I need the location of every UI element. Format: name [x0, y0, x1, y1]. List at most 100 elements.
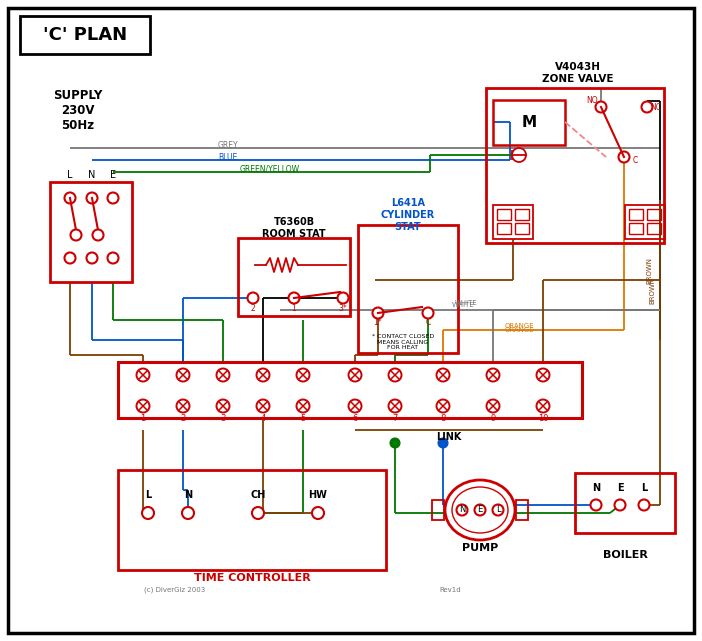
- Circle shape: [423, 308, 434, 319]
- Text: L: L: [145, 490, 151, 500]
- Circle shape: [136, 399, 150, 413]
- Circle shape: [388, 399, 402, 413]
- Circle shape: [536, 399, 550, 413]
- Bar: [629, 209, 643, 220]
- Text: E: E: [110, 170, 116, 180]
- Text: NC: NC: [651, 103, 661, 112]
- Text: WHITE: WHITE: [452, 302, 475, 308]
- Bar: [118, 470, 386, 570]
- Circle shape: [595, 101, 607, 113]
- Text: GREEN/YELLOW: GREEN/YELLOW: [240, 165, 300, 174]
- Text: C: C: [633, 156, 637, 165]
- Bar: [20, 16, 150, 54]
- Bar: [497, 223, 511, 234]
- Text: PUMP: PUMP: [462, 543, 498, 553]
- Circle shape: [176, 369, 190, 381]
- Circle shape: [439, 438, 447, 447]
- Text: 7: 7: [392, 413, 398, 422]
- Circle shape: [256, 399, 270, 413]
- Bar: [575, 473, 675, 533]
- Circle shape: [86, 192, 98, 203]
- Text: BROWN: BROWN: [649, 276, 655, 303]
- Text: TIME CONTROLLER: TIME CONTROLLER: [194, 573, 310, 583]
- Circle shape: [639, 499, 649, 510]
- Bar: [432, 500, 444, 520]
- Circle shape: [618, 151, 630, 163]
- Circle shape: [348, 369, 362, 381]
- Bar: [647, 209, 661, 220]
- Text: M: M: [522, 115, 536, 129]
- Circle shape: [312, 507, 324, 519]
- Text: BROWN: BROWN: [646, 256, 652, 283]
- Text: 9: 9: [491, 413, 496, 422]
- Bar: [515, 209, 529, 220]
- Circle shape: [93, 229, 103, 240]
- Text: SUPPLY
230V
50Hz: SUPPLY 230V 50Hz: [53, 88, 102, 131]
- Circle shape: [182, 507, 194, 519]
- Text: 3*: 3*: [338, 303, 347, 313]
- Circle shape: [642, 101, 652, 113]
- Text: GREY: GREY: [218, 140, 239, 149]
- Circle shape: [107, 192, 119, 203]
- Text: BOILER: BOILER: [602, 550, 647, 560]
- Text: 2: 2: [251, 303, 256, 313]
- Circle shape: [348, 399, 362, 413]
- Text: 4: 4: [260, 413, 265, 422]
- Bar: [625, 205, 665, 239]
- Bar: [118, 362, 582, 418]
- Text: HW: HW: [309, 490, 327, 500]
- Text: 3: 3: [220, 413, 225, 422]
- Bar: [358, 225, 458, 353]
- Text: (c) DiverGiz 2003: (c) DiverGiz 2003: [145, 587, 206, 594]
- Text: ORANGE: ORANGE: [505, 323, 535, 329]
- Text: 8: 8: [440, 413, 446, 422]
- Circle shape: [216, 399, 230, 413]
- Text: 'C' PLAN: 'C' PLAN: [43, 26, 127, 44]
- Circle shape: [65, 192, 76, 203]
- Circle shape: [296, 369, 310, 381]
- Bar: [516, 500, 528, 520]
- Text: E: E: [616, 483, 623, 493]
- Text: N: N: [88, 170, 95, 180]
- Circle shape: [296, 399, 310, 413]
- Text: 1: 1: [140, 413, 145, 422]
- Text: N: N: [184, 490, 192, 500]
- Circle shape: [216, 369, 230, 381]
- Circle shape: [289, 292, 300, 303]
- Circle shape: [70, 229, 81, 240]
- Text: 1*: 1*: [373, 317, 383, 326]
- Text: L: L: [67, 170, 73, 180]
- Text: WHITE: WHITE: [455, 300, 478, 306]
- Bar: [50, 182, 132, 282]
- Bar: [647, 223, 661, 234]
- Text: N: N: [459, 506, 465, 515]
- Circle shape: [437, 369, 449, 381]
- Circle shape: [142, 507, 154, 519]
- Circle shape: [456, 504, 468, 515]
- Text: N: N: [592, 483, 600, 493]
- Circle shape: [107, 253, 119, 263]
- Text: BLUE: BLUE: [218, 153, 237, 162]
- Circle shape: [475, 504, 486, 515]
- Text: T6360B
ROOM STAT: T6360B ROOM STAT: [262, 217, 326, 239]
- Circle shape: [86, 253, 98, 263]
- Circle shape: [252, 507, 264, 519]
- Text: Rev1d: Rev1d: [439, 587, 461, 593]
- Text: LINK: LINK: [437, 432, 462, 442]
- Bar: [629, 223, 643, 234]
- Circle shape: [136, 369, 150, 381]
- Circle shape: [256, 369, 270, 381]
- Circle shape: [176, 399, 190, 413]
- Bar: [515, 223, 529, 234]
- Text: C: C: [425, 317, 430, 326]
- Text: L: L: [496, 506, 501, 515]
- Circle shape: [437, 399, 449, 413]
- Circle shape: [388, 369, 402, 381]
- Bar: [238, 238, 350, 316]
- Text: L: L: [641, 483, 647, 493]
- Text: 10: 10: [538, 413, 548, 422]
- Text: 5: 5: [300, 413, 305, 422]
- Circle shape: [536, 369, 550, 381]
- Circle shape: [248, 292, 258, 303]
- Circle shape: [486, 399, 500, 413]
